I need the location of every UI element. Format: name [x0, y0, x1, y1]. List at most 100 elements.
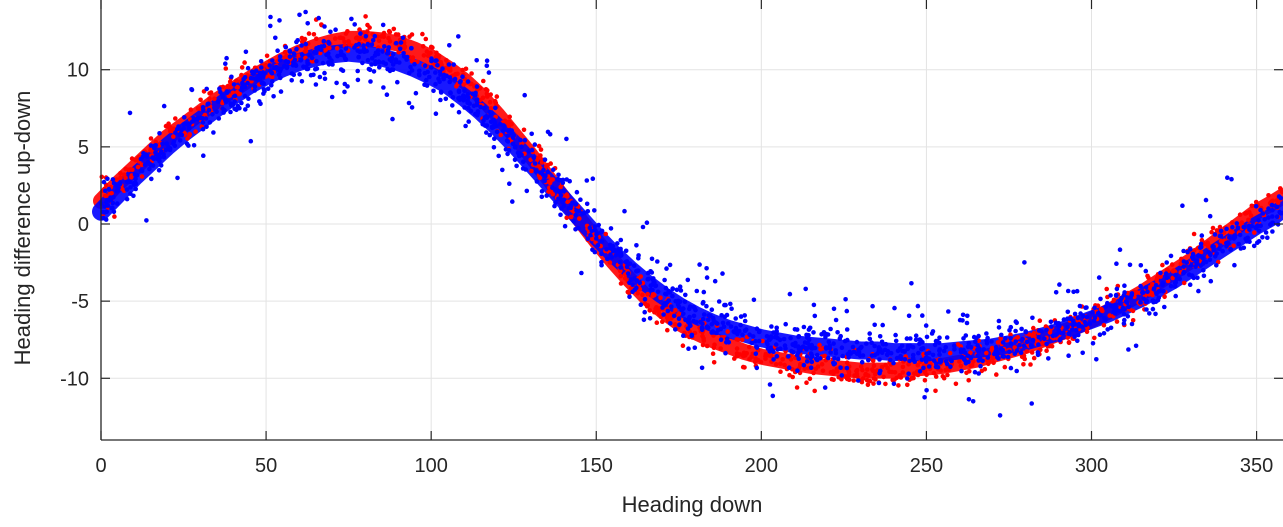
data-point [468, 108, 474, 114]
data-point [1076, 321, 1082, 327]
data-point [709, 307, 715, 313]
data-point [200, 116, 205, 121]
data-point [115, 201, 120, 206]
data-point [740, 332, 745, 338]
data-point [683, 292, 688, 298]
data-point [239, 72, 244, 78]
data-point [524, 188, 530, 194]
data-point [648, 269, 653, 274]
data-point [949, 358, 954, 364]
data-point [1054, 332, 1059, 337]
data-point [845, 337, 850, 343]
data-point [195, 106, 201, 111]
data-point [691, 313, 697, 319]
data-point [1056, 328, 1061, 333]
data-point [953, 381, 959, 387]
data-point [313, 82, 319, 87]
data-point [353, 35, 359, 41]
data-point [270, 79, 275, 84]
data-point [217, 86, 222, 91]
data-point [716, 299, 722, 304]
data-point [366, 66, 372, 72]
data-point [627, 261, 633, 267]
data-point [864, 341, 869, 346]
data-point [881, 374, 886, 380]
data-point [1036, 342, 1041, 347]
data-point [1141, 296, 1147, 302]
data-point [808, 365, 814, 371]
data-point [1274, 204, 1280, 210]
data-point [574, 208, 579, 213]
data-point [157, 155, 163, 160]
data-point [1173, 272, 1179, 278]
data-point [182, 115, 187, 120]
data-point [1239, 220, 1245, 225]
data-point [654, 320, 660, 326]
data-point [252, 84, 258, 90]
data-point [893, 338, 899, 344]
data-point [1122, 317, 1127, 323]
data-point [1207, 251, 1213, 256]
data-point [167, 146, 173, 151]
data-point [560, 177, 566, 183]
data-point [542, 157, 548, 162]
data-point [912, 359, 917, 365]
data-point [669, 304, 674, 309]
data-point [1189, 263, 1194, 268]
data-point [395, 79, 400, 85]
data-point [322, 70, 327, 76]
data-point [147, 166, 152, 172]
data-point [239, 87, 244, 93]
data-point [706, 313, 712, 318]
data-point [144, 152, 149, 157]
data-point [577, 216, 582, 221]
data-point [843, 297, 848, 302]
data-point [1207, 213, 1213, 219]
data-point [330, 62, 335, 67]
data-point [208, 90, 214, 95]
data-point [1095, 303, 1101, 309]
data-point [478, 104, 483, 110]
data-point [168, 128, 173, 133]
data-point [738, 322, 743, 328]
data-point [828, 326, 833, 332]
data-point [105, 176, 110, 182]
data-point [427, 74, 432, 80]
data-point [190, 119, 195, 124]
data-point [607, 242, 613, 248]
data-point [158, 163, 164, 168]
data-point [966, 378, 971, 383]
data-point [871, 376, 877, 381]
data-point [1218, 228, 1224, 234]
data-point [1265, 235, 1270, 240]
data-point [760, 338, 765, 344]
data-point [110, 177, 116, 182]
data-point [422, 70, 428, 76]
data-point [754, 326, 760, 332]
data-point [673, 307, 678, 313]
data-point [1024, 349, 1030, 354]
data-point [296, 53, 301, 58]
data-point [507, 120, 512, 125]
data-point [491, 145, 497, 150]
data-point [774, 325, 779, 331]
data-point [1061, 317, 1067, 322]
data-point [590, 176, 596, 181]
data-point [870, 303, 875, 309]
data-point [372, 61, 378, 67]
data-point [1084, 314, 1090, 320]
data-point [533, 169, 539, 174]
data-point [655, 259, 660, 264]
data-point [1084, 329, 1090, 335]
data-point [910, 344, 916, 350]
data-point [550, 167, 556, 172]
data-point [941, 375, 947, 381]
data-point [678, 288, 684, 293]
data-point [1092, 335, 1097, 341]
data-point [951, 343, 957, 349]
data-point [1198, 263, 1203, 268]
data-point [361, 43, 366, 48]
data-point [650, 287, 655, 293]
data-point [649, 256, 655, 262]
data-point [564, 215, 569, 221]
